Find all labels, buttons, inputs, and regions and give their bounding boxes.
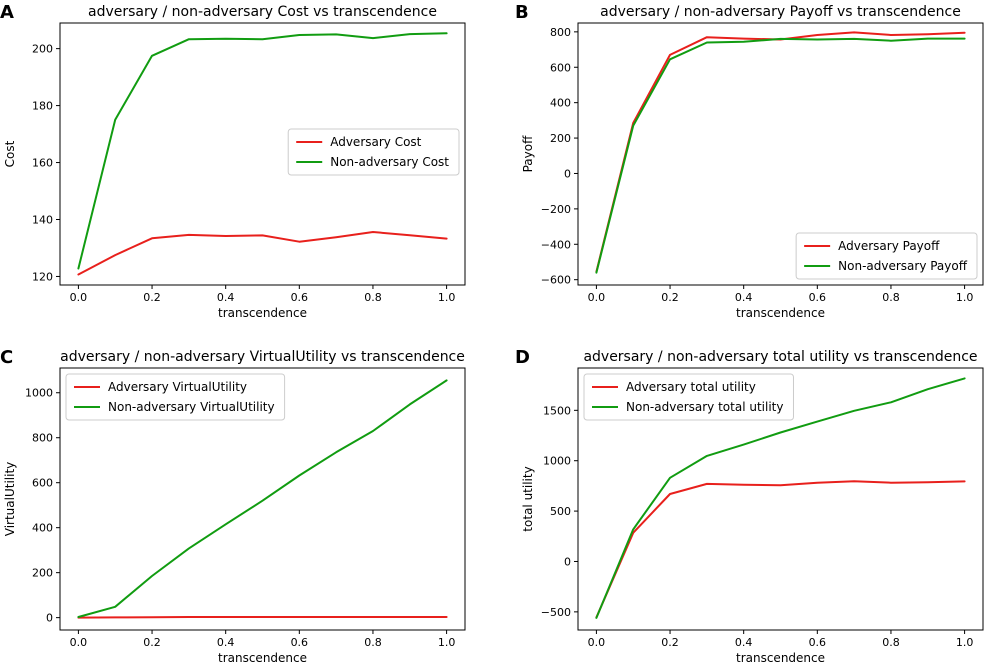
chart-title: adversary / non-adversary Cost vs transc…: [88, 4, 437, 20]
x-tick-label: 0.2: [143, 636, 161, 649]
x-axis-label: transcendence: [736, 651, 825, 665]
y-tick-label: −200: [541, 203, 571, 216]
x-tick-label: 0.0: [588, 636, 606, 649]
y-tick-label: 200: [32, 43, 53, 56]
legend: Adversary Payoff Non-adversary Payoff: [795, 232, 978, 280]
x-tick-label: 1.0: [956, 291, 974, 304]
x-tick-label: 1.0: [956, 636, 974, 649]
x-tick-label: 0.0: [70, 291, 88, 304]
y-tick-label: 500: [550, 505, 571, 518]
x-tick-label: 0.6: [291, 291, 309, 304]
y-axis-label: Cost: [3, 140, 17, 167]
y-tick-label: 120: [32, 270, 53, 283]
x-tick-label: 0.4: [735, 291, 753, 304]
series-line-adversary: [595, 480, 966, 619]
legend: Adversary total utility Non-adversary tot…: [583, 373, 794, 421]
legend: Adversary VirtualUtility Non-adversary Vi…: [65, 373, 286, 421]
x-tick-label: 0.4: [217, 636, 235, 649]
series-line-adversary: [77, 616, 448, 619]
legend-box: [795, 232, 978, 280]
legend-label: Non-adversary Cost: [330, 155, 449, 169]
series-line-non-adversary: [595, 377, 966, 619]
legend-label: Non-adversary VirtualUtility: [108, 400, 275, 414]
y-tick-label: −500: [541, 606, 571, 619]
y-tick-label: 160: [32, 157, 53, 170]
legend-label: Non-adversary Payoff: [838, 259, 968, 273]
panel-letter: B: [515, 2, 529, 23]
x-tick-label: 0.8: [364, 291, 382, 304]
legend: Adversary Cost Non-adversary Cost: [287, 128, 460, 176]
legend-label: Adversary Cost: [330, 135, 421, 149]
y-tick-label: −400: [541, 238, 571, 251]
x-tick-label: 1.0: [438, 291, 456, 304]
y-tick-label: 140: [32, 214, 53, 227]
y-tick-label: 600: [550, 61, 571, 74]
legend-box: [65, 373, 286, 421]
y-tick-label: 1000: [25, 387, 53, 400]
x-tick-label: 0.6: [809, 636, 827, 649]
chart-title: adversary / non-adversary total utility …: [583, 349, 977, 365]
axes-frame: [577, 22, 984, 286]
x-tick-label: 0.0: [588, 291, 606, 304]
x-tick-label: 0.6: [809, 291, 827, 304]
y-axis-label: total utility: [521, 466, 535, 531]
panel-letter: D: [515, 347, 530, 368]
y-tick-label: −600: [541, 274, 571, 287]
x-tick-label: 0.8: [364, 636, 382, 649]
legend-label: Adversary total utility: [626, 380, 756, 394]
series-line-adversary: [77, 231, 448, 276]
chart-title: adversary / non-adversary Payoff vs tran…: [600, 4, 961, 20]
x-tick-label: 0.0: [70, 636, 88, 649]
y-tick-label: 600: [32, 477, 53, 490]
axes-frame: [59, 22, 466, 286]
series-line-non-adversary: [77, 32, 448, 270]
x-tick-label: 0.6: [291, 636, 309, 649]
y-tick-label: 400: [32, 522, 53, 535]
y-axis-label: VirtualUtility: [3, 462, 17, 537]
y-tick-label: 1500: [543, 404, 571, 417]
panel-letter: C: [0, 347, 13, 368]
y-tick-label: 200: [32, 567, 53, 580]
x-tick-label: 0.2: [661, 291, 679, 304]
series-line-non-adversary: [595, 37, 966, 274]
x-tick-label: 0.2: [661, 636, 679, 649]
y-tick-label: 800: [550, 26, 571, 39]
x-axis-label: transcendence: [218, 651, 307, 665]
x-tick-label: 0.4: [217, 291, 235, 304]
x-tick-label: 0.8: [882, 636, 900, 649]
y-tick-label: 400: [550, 97, 571, 110]
x-axis-label: transcendence: [736, 306, 825, 320]
axes-frame: [577, 367, 984, 631]
y-axis-label: Payoff: [521, 135, 535, 172]
y-tick-label: 200: [550, 132, 571, 145]
x-axis-label: transcendence: [218, 306, 307, 320]
legend-box: [583, 373, 794, 421]
series-line-non-adversary: [77, 379, 448, 618]
y-tick-label: 0: [564, 555, 571, 568]
x-tick-label: 0.4: [735, 636, 753, 649]
y-tick-label: 800: [32, 432, 53, 445]
x-tick-label: 0.8: [882, 291, 900, 304]
x-tick-label: 1.0: [438, 636, 456, 649]
y-tick-label: 0: [564, 167, 571, 180]
y-tick-label: 1000: [543, 455, 571, 468]
chart-title: adversary / non-adversary VirtualUtility…: [60, 349, 465, 365]
legend-label: Adversary VirtualUtility: [108, 380, 247, 394]
axes-frame: [59, 367, 466, 631]
y-tick-label: 0: [46, 612, 53, 625]
legend-box: [287, 128, 460, 176]
panel-letter: A: [0, 2, 14, 23]
legend-label: Non-adversary total utility: [626, 400, 783, 414]
x-tick-label: 0.2: [143, 291, 161, 304]
y-tick-label: 180: [32, 100, 53, 113]
legend-label: Adversary Payoff: [838, 239, 940, 253]
